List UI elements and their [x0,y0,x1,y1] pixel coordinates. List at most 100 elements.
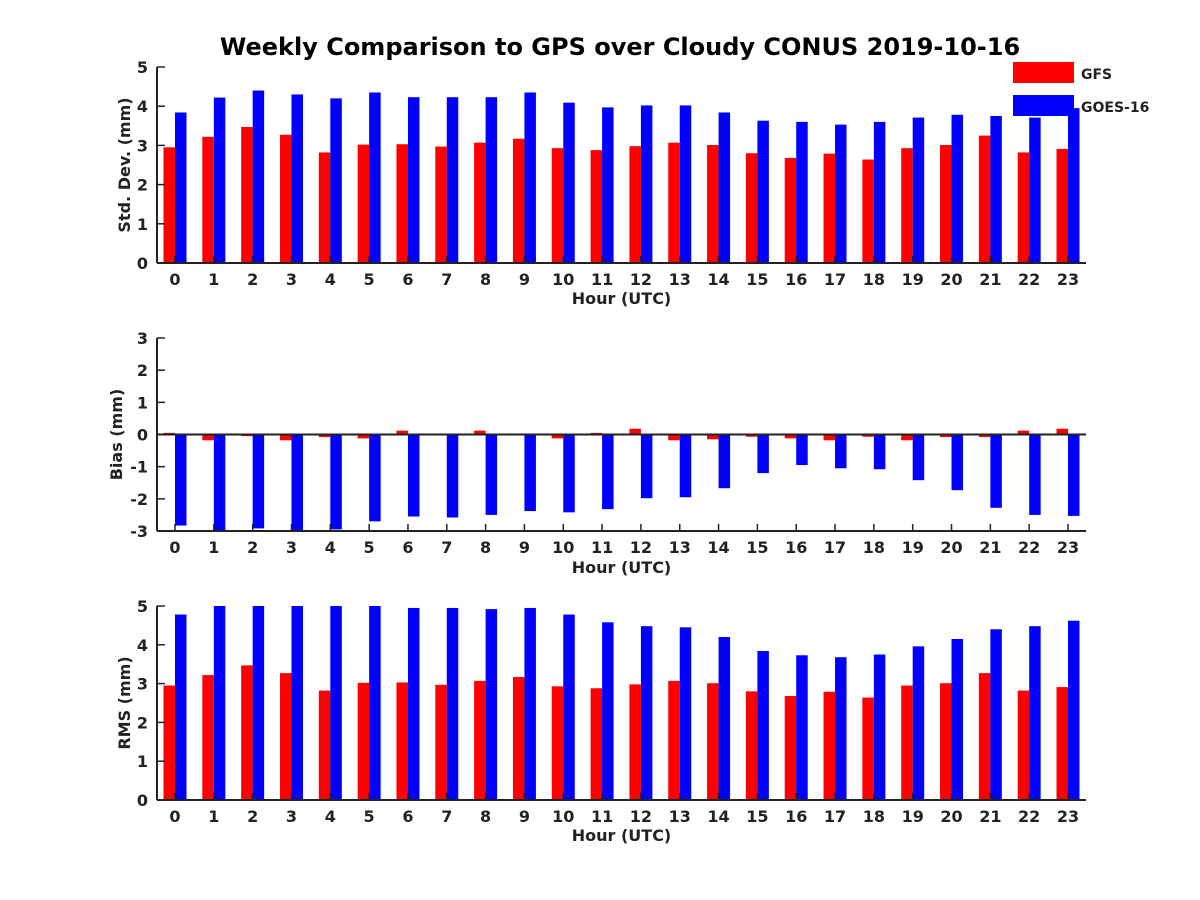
bar-bias-gfs-3 [279,434,292,441]
x-tick-label: 12 [630,807,652,826]
bar-std-dev-goes16-12 [640,105,653,263]
bar-std-dev-gfs-17 [823,153,836,263]
bar-bias-gfs-20 [940,434,952,438]
bar-rms-goes16-18 [873,654,886,800]
x-tick-label: 0 [169,270,180,289]
x-tick-label: 2 [247,538,258,557]
x-tick-label: 9 [519,270,530,289]
bar-bias-goes16-2 [252,434,265,529]
bar-rms-goes16-13 [679,627,692,800]
bar-rms-gfs-19 [901,685,913,800]
bar-std-dev-gfs-6 [396,144,408,263]
bar-std-dev-gfs-19 [901,148,913,263]
bar-rms-goes16-0 [175,614,187,800]
bar-bias-gfs-1 [202,434,214,441]
x-tick-label: 13 [669,538,691,557]
bar-bias-gfs-5 [357,434,370,439]
x-tick-label: 5 [364,270,375,289]
bar-bias-gfs-8 [474,430,486,435]
x-tick-label: 2 [247,807,258,826]
bar-rms-gfs-7 [435,684,447,800]
bar-std-dev-gfs-7 [435,146,447,263]
bar-rms-gfs-2 [241,665,253,800]
x-tick-label: 4 [325,538,336,557]
x-tick-label: 9 [519,538,530,557]
bar-std-dev-gfs-3 [279,134,292,263]
bar-std-dev-goes16-5 [369,92,381,263]
chart-title: Weekly Comparison to GPS over Cloudy CON… [220,33,1020,61]
x-tick-label: 15 [746,270,768,289]
bar-std-dev-gfs-14 [707,145,719,263]
bar-bias-gfs-22 [1017,430,1030,435]
bar-rms-gfs-9 [512,677,525,800]
bar-std-dev-goes16-22 [1029,117,1041,263]
x-tick-label: 12 [630,538,652,557]
bar-rms-goes16-16 [796,655,808,800]
y-tick-label: -2 [130,490,148,509]
bar-rms-goes16-20 [951,638,964,800]
y-tick-label: 2 [137,361,148,380]
bar-bias-gfs-15 [745,434,758,437]
bar-std-dev-goes16-17 [835,124,847,264]
x-tick-label: 15 [746,538,768,557]
bar-rms-goes16-11 [602,622,614,800]
y-tick-label: 5 [137,58,148,77]
bar-bias-goes16-0 [175,434,187,526]
bar-bias-goes16-21 [990,434,1002,508]
bar-rms-goes16-23 [1068,620,1080,800]
bar-std-dev-gfs-11 [590,150,603,263]
bar-rms-gfs-8 [474,680,486,800]
bar-rms-gfs-0 [163,685,175,800]
x-tick-label: 10 [552,538,574,557]
x-tick-label: 1 [208,807,219,826]
x-tick-label: 21 [979,270,1001,289]
bar-bias-goes16-4 [330,434,342,530]
y-tick-label: 2 [137,713,148,732]
bar-rms-gfs-12 [629,684,641,800]
bar-std-dev-goes16-7 [446,97,459,264]
x-tick-label: 20 [940,538,962,557]
x-tick-label: 1 [208,538,219,557]
x-tick-label: 18 [863,270,885,289]
x-tick-label: 17 [824,807,846,826]
y-axis-label: Bias (mm) [107,389,126,481]
y-tick-label: 3 [137,136,148,155]
x-tick-label: 12 [630,270,652,289]
bar-bias-gfs-16 [784,434,797,439]
bar-rms-gfs-16 [784,696,797,800]
x-tick-label: 14 [707,807,729,826]
y-tick-label: -1 [130,458,148,477]
bar-rms-gfs-22 [1017,690,1030,800]
x-tick-label: 3 [286,807,297,826]
bar-rms-goes16-15 [757,651,769,800]
bar-bias-goes16-22 [1029,434,1041,515]
bar-rms-gfs-3 [279,673,292,800]
y-tick-label: 4 [137,97,148,116]
bar-rms-gfs-1 [202,675,214,800]
bar-bias-goes16-17 [835,434,847,469]
x-tick-label: 13 [669,807,691,826]
x-tick-label: 10 [552,270,574,289]
bar-std-dev-goes16-21 [990,116,1002,263]
bar-rms-gfs-18 [862,697,874,800]
bar-bias-goes16-9 [524,434,536,512]
x-tick-label: 7 [441,538,452,557]
x-tick-label: 0 [169,807,180,826]
x-axis-label: Hour (UTC) [572,289,672,308]
bar-rms-gfs-17 [823,691,836,800]
y-tick-label: 3 [137,329,148,348]
x-tick-label: 20 [940,807,962,826]
x-tick-label: 7 [441,270,452,289]
bar-rms-goes16-7 [446,607,459,800]
bar-std-dev-gfs-20 [940,145,952,263]
y-axis-label: RMS (mm) [115,656,134,749]
bar-std-dev-gfs-8 [474,142,486,263]
bar-rms-gfs-6 [396,682,408,800]
bar-rms-goes16-12 [640,626,653,800]
bar-rms-goes16-10 [563,614,575,800]
bar-bias-gfs-14 [707,434,719,440]
x-tick-label: 20 [940,270,962,289]
x-tick-label: 23 [1057,538,1079,557]
